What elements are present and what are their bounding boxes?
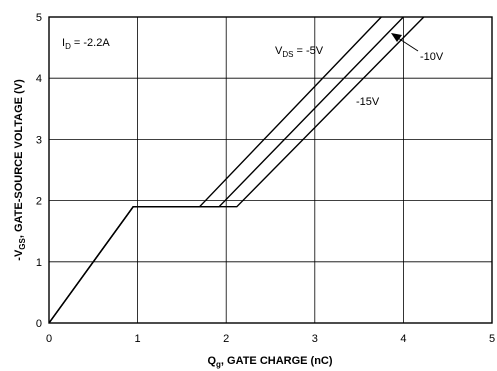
y-tick-labels: 0 1 2 3 4 5	[36, 12, 42, 330]
series-label-15v: -15V	[356, 96, 380, 108]
y-tick-label: 4	[36, 73, 42, 85]
series-label-10v: -10V	[420, 51, 444, 63]
x-axis-title: Qg, GATE CHARGE (nC)	[207, 355, 332, 369]
x-tick-labels: 0 1 2 3 4 5	[46, 333, 495, 345]
plot-frame	[48, 16, 493, 324]
x-tick-label: 2	[223, 333, 229, 345]
condition-label: ID = -2.2A	[62, 37, 110, 51]
y-tick-label: 1	[36, 257, 42, 269]
y-tick-label: 3	[36, 134, 42, 146]
x-tick-label: 3	[312, 333, 318, 345]
series-label-5v: VDS = -5V	[275, 45, 324, 59]
series-line-2	[48, 16, 425, 324]
series-lines	[48, 16, 425, 324]
grid-lines	[49, 17, 492, 323]
x-tick-label: 0	[46, 333, 52, 345]
y-axis-title: -VGS, GATE-SOURCE VOLTAGE (V)	[13, 79, 27, 261]
x-tick-label: 5	[489, 333, 495, 345]
y-tick-label: 2	[36, 196, 42, 208]
x-tick-label: 1	[135, 333, 141, 345]
x-tick-label: 4	[400, 333, 406, 345]
arrow-line-10v	[397, 37, 419, 52]
y-tick-label: 0	[36, 318, 42, 330]
y-tick-label: 5	[36, 12, 42, 24]
series-line-0	[48, 16, 382, 324]
arrow-head-10v	[391, 33, 402, 42]
